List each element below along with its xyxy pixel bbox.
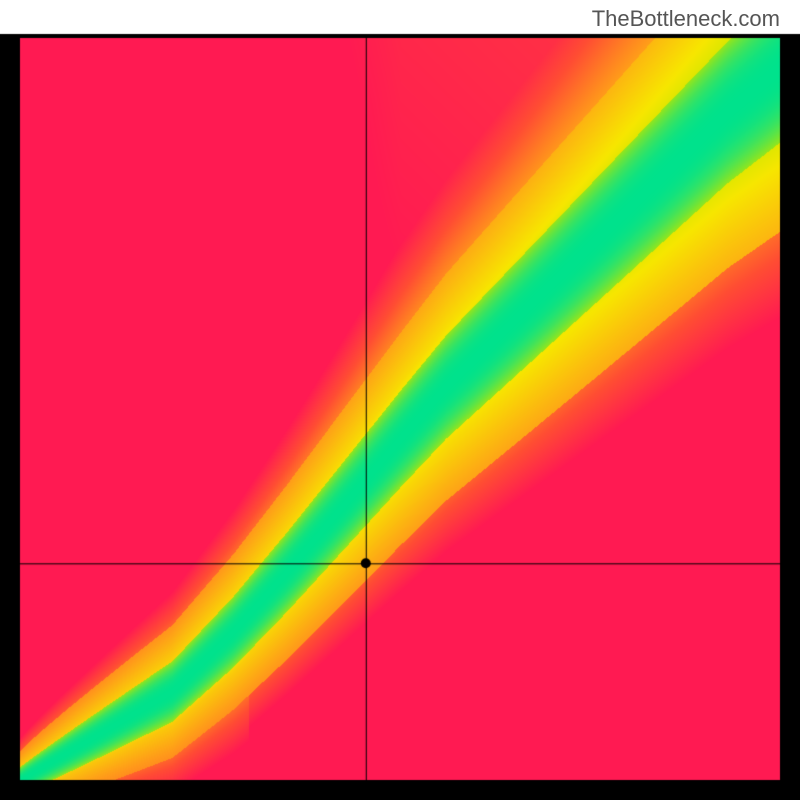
bottleneck-heatmap [0, 0, 800, 800]
watermark-text: TheBottleneck.com [592, 6, 780, 32]
